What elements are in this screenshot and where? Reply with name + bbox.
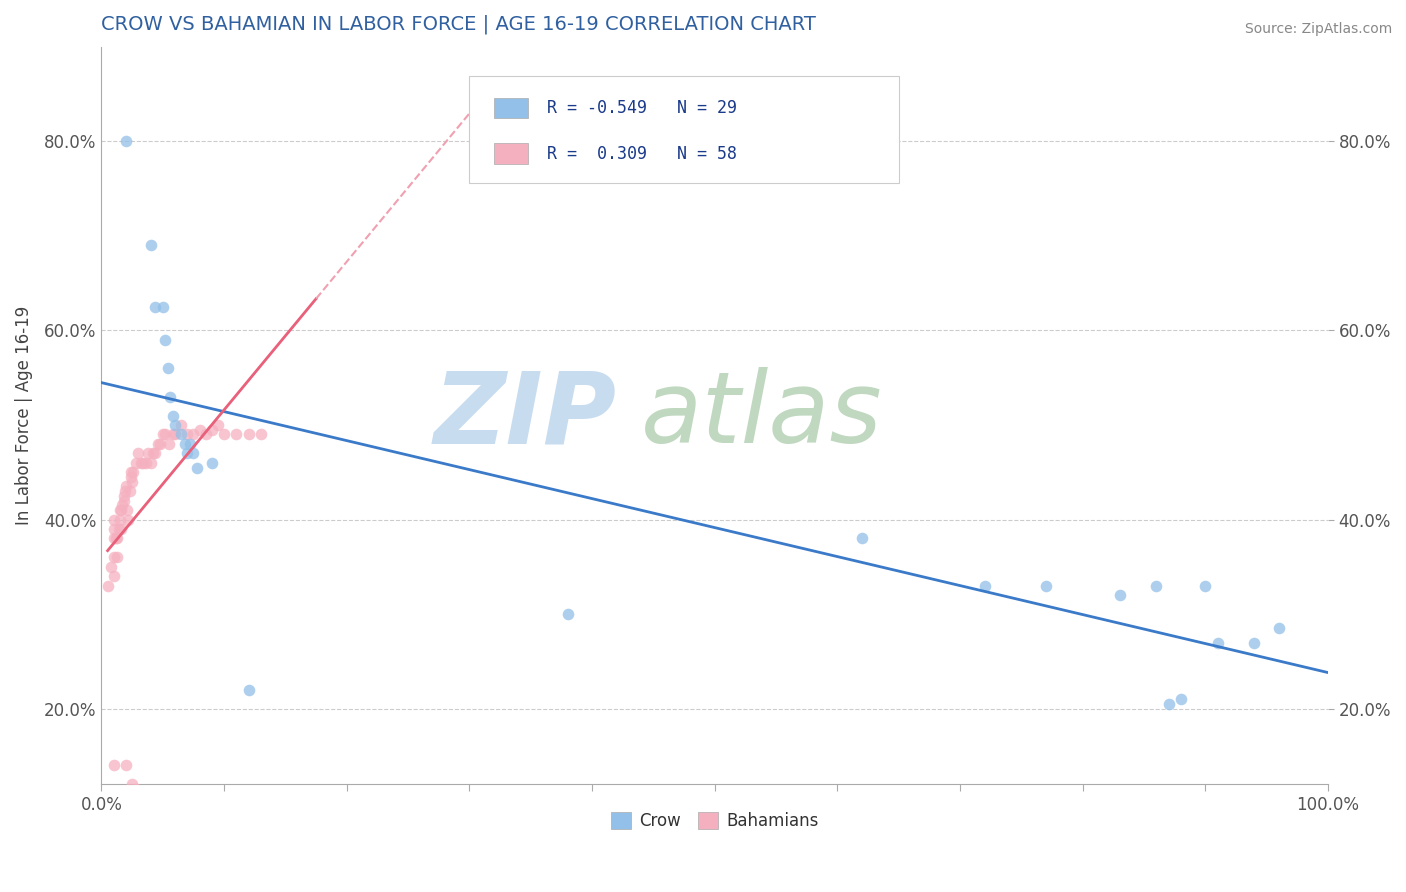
Point	[851, 532, 873, 546]
Point	[149, 437, 172, 451]
Point	[1144, 579, 1167, 593]
Point	[225, 427, 247, 442]
Point	[145, 446, 167, 460]
Point	[110, 503, 132, 517]
Point	[1157, 697, 1180, 711]
Legend: Crow, Bahamians: Crow, Bahamians	[605, 805, 825, 837]
Point	[183, 427, 205, 442]
Point	[170, 417, 193, 432]
Point	[139, 456, 162, 470]
Point	[118, 484, 141, 499]
Point	[1206, 635, 1229, 649]
Point	[1035, 579, 1057, 593]
Point	[108, 503, 131, 517]
Point	[201, 423, 224, 437]
Point	[238, 427, 260, 442]
Point	[127, 446, 149, 460]
Point	[107, 522, 129, 536]
Point	[114, 484, 136, 499]
Point	[110, 522, 132, 536]
Point	[1268, 621, 1291, 635]
Point	[159, 390, 181, 404]
Text: R =  0.309   N = 58: R = 0.309 N = 58	[547, 145, 737, 162]
Point	[173, 437, 195, 451]
Text: CROW VS BAHAMIAN IN LABOR FORCE | AGE 16-19 CORRELATION CHART: CROW VS BAHAMIAN IN LABOR FORCE | AGE 16…	[101, 15, 817, 35]
Point	[111, 499, 134, 513]
Point	[103, 758, 125, 772]
Point	[176, 427, 198, 442]
Point	[120, 465, 142, 479]
Point	[165, 417, 187, 432]
Point	[557, 607, 579, 622]
Point	[238, 682, 260, 697]
Point	[179, 437, 201, 451]
Point	[117, 512, 139, 526]
Point	[1194, 579, 1216, 593]
Point	[103, 569, 125, 583]
Point	[212, 427, 235, 442]
Text: Source: ZipAtlas.com: Source: ZipAtlas.com	[1244, 22, 1392, 37]
Point	[125, 782, 148, 797]
Point	[97, 579, 120, 593]
Point	[103, 550, 125, 565]
Point	[125, 456, 148, 470]
Point	[186, 460, 208, 475]
Point	[1108, 588, 1130, 602]
Point	[973, 579, 995, 593]
Point	[162, 409, 184, 423]
Point	[142, 446, 165, 460]
FancyBboxPatch shape	[494, 144, 529, 164]
Point	[108, 512, 131, 526]
Point	[155, 427, 177, 442]
Point	[1243, 635, 1265, 649]
Point	[136, 446, 159, 460]
Point	[188, 423, 211, 437]
Point	[1170, 692, 1192, 706]
Point	[121, 777, 143, 791]
Point	[107, 532, 129, 546]
Point	[107, 550, 129, 565]
Text: ZIP: ZIP	[433, 367, 617, 464]
Y-axis label: In Labor Force | Age 16-19: In Labor Force | Age 16-19	[15, 306, 32, 525]
Point	[152, 427, 174, 442]
Point	[183, 446, 205, 460]
Point	[145, 300, 167, 314]
Point	[115, 503, 138, 517]
Point	[115, 479, 138, 493]
Point	[112, 489, 135, 503]
Point	[165, 427, 187, 442]
Point	[146, 437, 169, 451]
Point	[162, 427, 184, 442]
Point	[100, 560, 122, 574]
Point	[103, 522, 125, 536]
Point	[194, 427, 217, 442]
Text: atlas: atlas	[641, 367, 883, 464]
Point	[121, 475, 143, 489]
Text: R = -0.549   N = 29: R = -0.549 N = 29	[547, 99, 737, 117]
Point	[135, 456, 157, 470]
Point	[155, 333, 177, 347]
Point	[132, 456, 155, 470]
Point	[170, 427, 193, 442]
Point	[176, 446, 198, 460]
Point	[115, 134, 138, 148]
Point	[103, 512, 125, 526]
Point	[152, 300, 174, 314]
Point	[250, 427, 273, 442]
Point	[129, 456, 152, 470]
Point	[112, 493, 135, 508]
Point	[157, 437, 180, 451]
Point	[115, 758, 138, 772]
Point	[207, 417, 229, 432]
Point	[156, 361, 179, 376]
Point	[201, 456, 224, 470]
Point	[139, 238, 162, 252]
FancyBboxPatch shape	[494, 97, 529, 119]
FancyBboxPatch shape	[470, 76, 898, 183]
Point	[105, 532, 128, 546]
Point	[122, 465, 145, 479]
Point	[103, 532, 125, 546]
Point	[120, 470, 142, 484]
